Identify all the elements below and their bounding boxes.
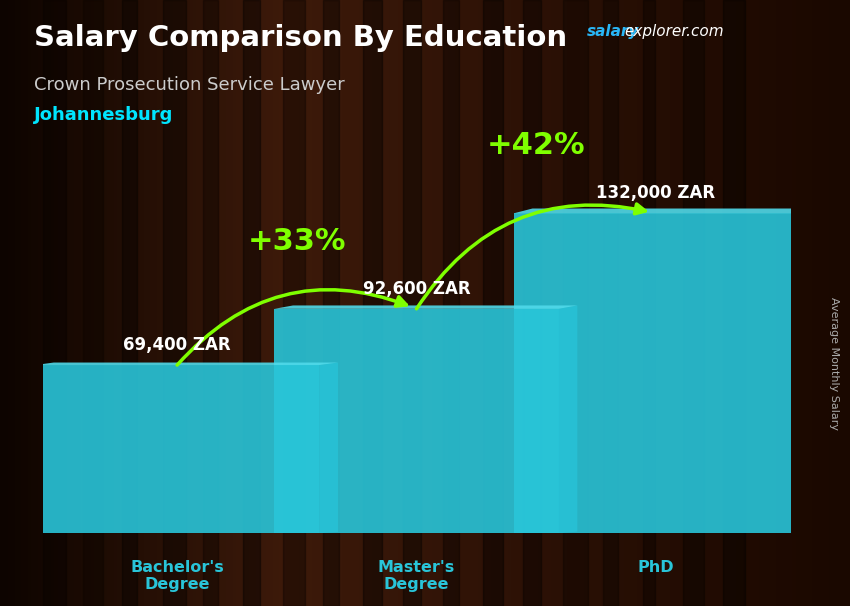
Text: +33%: +33% [247,227,346,256]
Polygon shape [35,362,338,365]
Polygon shape [513,213,798,533]
Polygon shape [558,305,577,533]
Text: Average Monthly Salary: Average Monthly Salary [829,297,839,430]
Text: Salary Comparison By Education: Salary Comparison By Education [34,24,567,52]
Polygon shape [320,362,338,533]
Polygon shape [275,305,577,309]
Polygon shape [275,309,558,533]
Bar [282,0,299,606]
Bar [443,0,462,606]
Text: 92,600 ZAR: 92,600 ZAR [363,279,470,298]
Bar [122,0,144,606]
FancyArrowPatch shape [416,204,645,309]
Text: Johannesburg: Johannesburg [34,106,173,124]
Bar [242,0,268,606]
Bar [362,0,377,606]
Text: PhD: PhD [638,559,674,574]
Text: explorer.com: explorer.com [625,24,724,39]
Polygon shape [35,365,320,533]
Text: Master's
Degree: Master's Degree [378,559,455,592]
Polygon shape [513,208,817,213]
Polygon shape [798,208,817,533]
Bar [643,0,659,606]
Bar [683,0,705,606]
Bar [162,0,179,606]
Bar [563,0,575,606]
Bar [202,0,223,606]
FancyArrowPatch shape [177,290,406,365]
Bar [722,0,744,606]
Text: salary: salary [586,24,639,39]
Bar [603,0,622,606]
Text: +42%: +42% [487,131,586,160]
Bar [483,0,501,606]
Bar [82,0,100,606]
Bar [403,0,416,606]
Bar [523,0,543,606]
Text: 69,400 ZAR: 69,400 ZAR [123,336,231,354]
Bar [42,0,62,606]
Text: 132,000 ZAR: 132,000 ZAR [597,184,716,202]
Text: Crown Prosecution Service Lawyer: Crown Prosecution Service Lawyer [34,76,345,94]
Bar [322,0,346,606]
Text: Bachelor's
Degree: Bachelor's Degree [130,559,224,592]
